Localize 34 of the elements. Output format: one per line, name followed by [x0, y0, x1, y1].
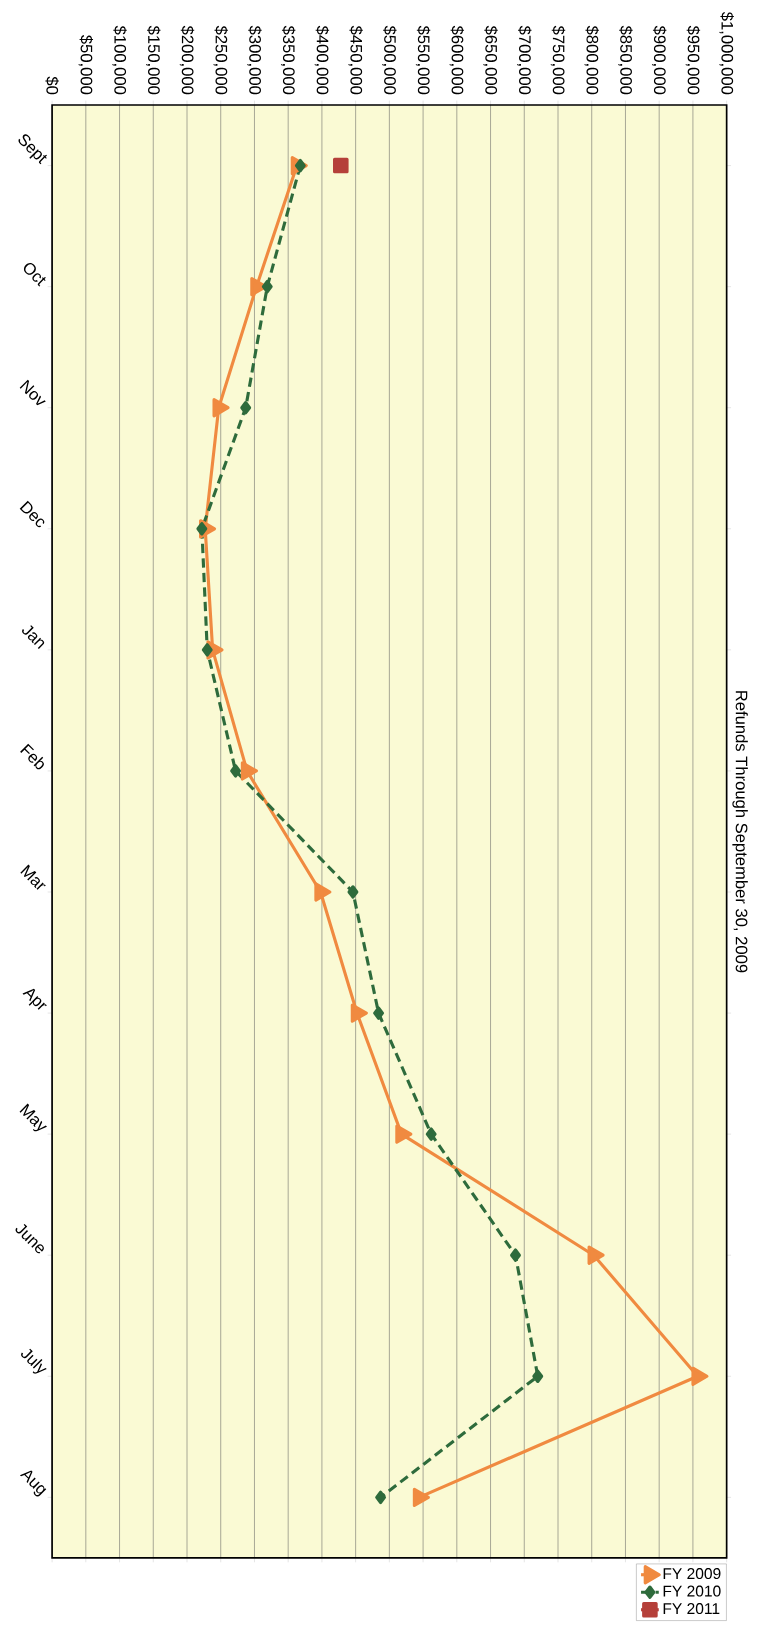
- x-tick-label: $250,000: [213, 25, 229, 95]
- x-tick-label: $600,000: [449, 25, 465, 95]
- y-tick-label: July: [21, 1348, 47, 1374]
- x-tick-label: $750,000: [550, 25, 566, 95]
- y-tick-label: Apr: [22, 988, 48, 1010]
- x-tick-label: $550,000: [416, 25, 431, 95]
- x-tick-label: $0: [45, 76, 59, 95]
- legend-label: FY 2010: [663, 1585, 721, 1597]
- x-tick-label: $1,000,000: [719, 11, 735, 95]
- x-tick-label: $450,000: [348, 25, 364, 95]
- x-tick-label: $300,000: [247, 25, 262, 95]
- text: Refunds Through September 30, 2009: [732, 691, 749, 973]
- x-tick-label: $150,000: [146, 25, 161, 95]
- x-tick-label: $800,000: [584, 25, 600, 95]
- legend-label: FY 2009: [663, 1568, 721, 1580]
- y-tick-label: Dec: [19, 500, 45, 528]
- x-tick-label: $950,000: [685, 25, 701, 95]
- y-tick-label: Feb: [20, 743, 45, 770]
- x-tick-label: $700,000: [517, 25, 532, 95]
- legend-label: FY 2011: [663, 1603, 720, 1615]
- x-tick-label: $350,000: [281, 25, 296, 95]
- x-tick-label: $500,000: [382, 25, 397, 95]
- x-tick-label: $650,000: [483, 25, 498, 95]
- x-tick-label: $400,000: [314, 25, 330, 95]
- x-tick-label: $850,000: [618, 25, 633, 95]
- y-tick-label: Jan: [22, 625, 45, 650]
- y-tick-label: Mar: [20, 864, 46, 890]
- x-tick-label: $900,000: [652, 25, 667, 95]
- x-tick-label: $100,000: [112, 25, 127, 95]
- y-tick-label: Nov: [19, 379, 46, 406]
- y-tick-label: Aug: [20, 1470, 47, 1497]
- x-tick-label: $50,000: [78, 35, 94, 95]
- x-tick-label: $200,000: [179, 25, 195, 95]
- y-tick-label: Oct: [24, 262, 46, 287]
